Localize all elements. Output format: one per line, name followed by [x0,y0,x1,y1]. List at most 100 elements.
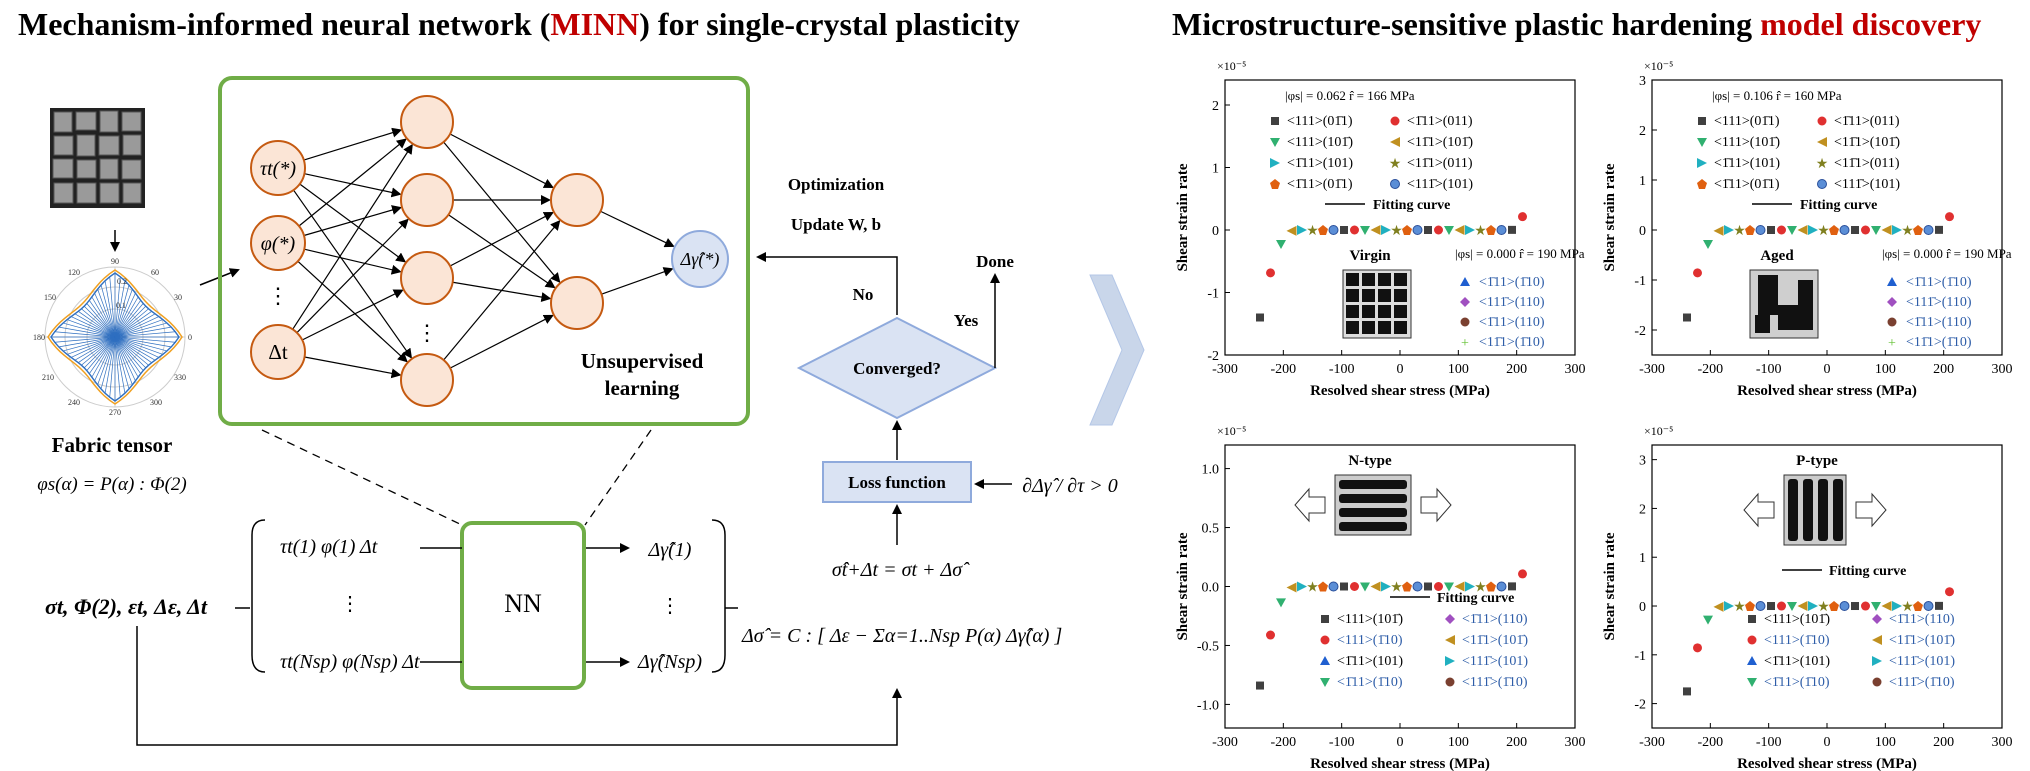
data-point [1434,582,1443,591]
left-arrow-icon [1294,487,1326,523]
fitting-legend-label: Fitting curve [1437,591,1514,606]
polar-ray [109,336,116,398]
curves: ★ ★ ★ [1256,212,1527,322]
input-variables: σt, Φ(2), εt, Δε, Δt [45,594,208,619]
y-axis-label: Shear strain rate [1175,532,1191,640]
nn-input-layer: τt(*) φ(*) ⋮ Δt [250,140,306,380]
data-point [1328,581,1339,592]
converged-diamond [796,316,998,420]
legend-entry: <1̄11>(1̄10) [1906,275,1972,290]
data-point: ★ [1306,581,1319,596]
hidden-node [400,173,454,227]
matrix-bracket-left [251,519,266,673]
data-point [1945,587,1954,597]
feedback-arrow [136,626,902,746]
polar-ray [114,296,139,338]
matrix-row-n: τt(Nsp) φ(Nsp) Δt [280,651,420,673]
no-arrow [756,252,898,315]
y-tick-label: 1 [1212,162,1219,177]
converged-label: Converged? [853,359,941,378]
polar-ray [91,336,116,378]
data-point [1892,225,1902,235]
polar-ray [78,310,116,338]
x-axis-label: Resolved shear stress (MPa) [1737,756,1917,771]
y-tick-label: -2 [1634,324,1646,339]
polar-ray [83,336,116,369]
data-point [1935,225,1943,234]
polar-ray [67,319,116,338]
polar-ray [114,336,139,378]
fabric-tensor-label: Fabric tensor [52,433,173,457]
data-point [1496,581,1507,592]
polar-ray [114,308,149,338]
data-point: ★ [1817,224,1830,239]
x-tick-label: 0 [1397,735,1404,750]
hidden-node [400,95,454,149]
legend-entry: <111̄>(101) [1834,177,1900,192]
legend-entry: <1̄11>(01̄1) [1287,177,1353,192]
nn-edge [297,260,408,363]
nn-edge [601,267,674,295]
input-label-tau: τt(*) [260,158,296,180]
polar-ray [97,336,116,385]
nn-edge [298,138,407,227]
polar-ray [114,326,172,338]
legend-entry: <11̄1>(011) [1834,156,1900,171]
data-point [1256,681,1264,690]
nn-hidden-layers [400,95,604,407]
data-point [1871,226,1881,235]
x-tick-label: 300 [1565,362,1586,377]
data-point [1360,226,1370,235]
data-point [1402,581,1412,592]
data-point [1340,226,1348,234]
output-n: Δγ̂(Nsp) [637,651,702,673]
svg-text:330: 330 [174,373,186,382]
polar-ray [78,336,116,364]
matrix-bracket-right [711,519,726,673]
data-point [1693,268,1702,278]
polar-ray [86,336,116,371]
polar-ray [114,313,156,338]
svg-text:★: ★ [1816,157,1829,172]
data-point [1434,225,1443,235]
polar-ray [74,336,116,361]
x-tick-label: -200 [1270,735,1296,750]
nn-edge [449,314,554,369]
data-point [1829,225,1839,235]
panel-virgin: -300 -200 -100 0 100 200 300 2 1 0 -1 -2 ×10⁻⁵ Resolv… [1175,59,1586,399]
svg-text:0.2: 0.2 [117,277,127,286]
data-point: ★ [1474,581,1487,596]
legend-entry: <111̄>(101) [1407,177,1473,192]
loss-function-label: Loss function [848,473,946,492]
data-point [1328,225,1339,235]
data-point [1797,601,1808,612]
x-tick-label: -100 [1756,362,1782,377]
input-node-phi [250,215,306,271]
x-tick-label: 200 [1506,735,1527,750]
data-point [1713,225,1724,236]
matrix-row-dots: ⋮ [340,593,360,615]
polar-ray [54,331,116,338]
svg-text:0.1: 0.1 [116,301,126,310]
polar-ray [74,313,116,338]
legend-entry: <11̄1>(101̄) [1889,633,1955,648]
fit-info-2: |φs| = 0.000 r̂ = 190 MPa [1455,246,1585,261]
x-tick-label: 100 [1875,362,1896,377]
data-point [1923,225,1934,235]
data-point [1360,582,1370,592]
data-point [1424,226,1432,234]
polar-ray [114,305,147,338]
polar-ray [114,336,163,355]
data-point [1454,581,1465,592]
legend-entry: <1̄11>(011) [1834,114,1900,129]
loss-function-box [822,461,972,503]
x-tick-label: -300 [1212,735,1238,750]
x-tick-label: -100 [1329,735,1355,750]
polar-ray [62,336,116,352]
y-axis-label: Shear strain rate [1602,163,1618,271]
data-point [1256,313,1264,322]
polar-ray [114,319,163,338]
legend-entry: <1̄11>(1̄10) [1479,275,1545,290]
y-tick-label: 2 [1212,99,1219,114]
svg-text:270: 270 [109,408,121,417]
